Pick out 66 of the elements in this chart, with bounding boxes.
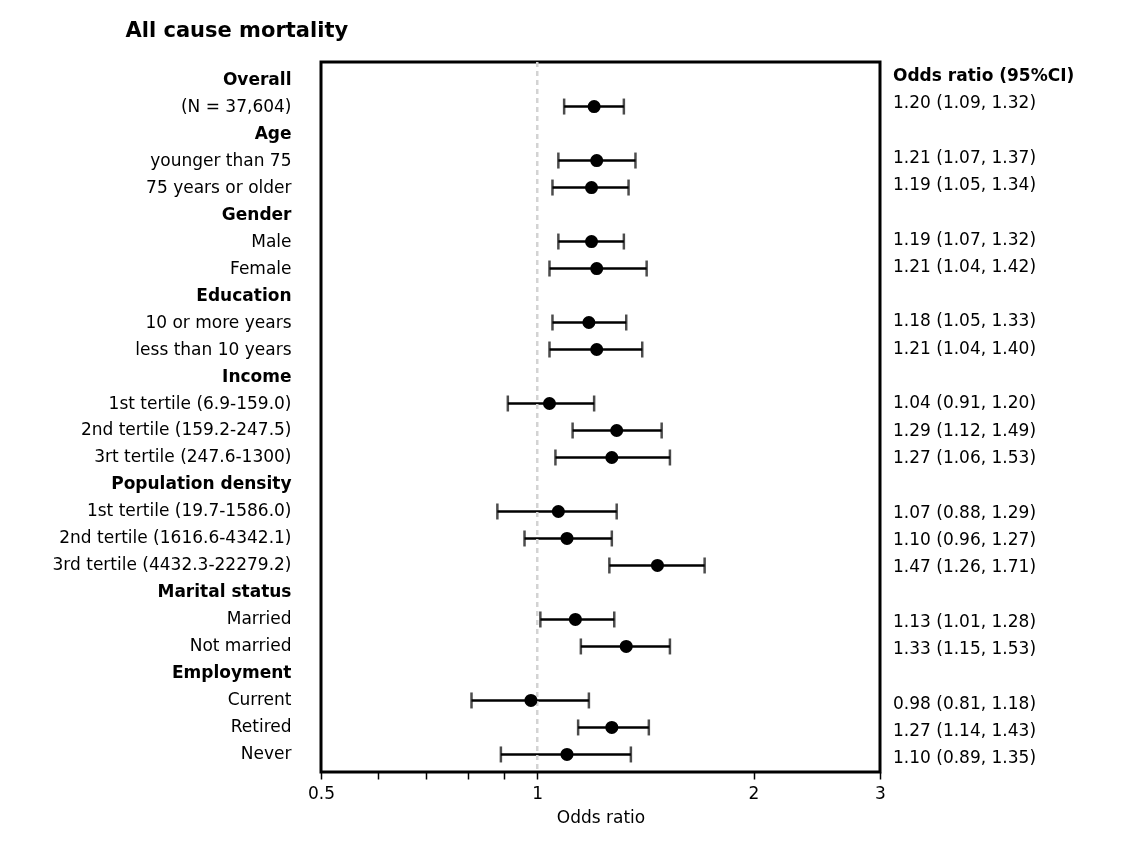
point [590,154,604,168]
point [605,450,619,464]
data-label: 1.21 (1.04, 1.42) [893,255,1037,276]
point [560,747,574,761]
data-label: 0.98 (0.81, 1.18) [893,692,1037,713]
data-label: 1.13 (1.01, 1.28) [893,610,1037,631]
y-tick-label: 1st tertile (6.9-159.0) [108,392,292,413]
y-tick-label: 3rd tertile (4432.3-22279.2) [52,554,292,575]
y-tick-label: Never [240,743,292,764]
point [590,343,604,357]
data-label: 1.18 (1.05, 1.33) [893,310,1037,331]
data-label: 1.47 (1.26, 1.71) [893,556,1037,577]
point [568,612,582,626]
y-tick-label: Married [226,608,292,629]
y-tick-label: (N = 37,604) [180,95,292,116]
point [551,504,565,518]
data-label: 1.10 (0.89, 1.35) [893,747,1037,768]
y-tick-label: Male [251,230,292,251]
y-tick-label: younger than 75 [150,149,292,170]
point [542,397,557,411]
point [587,100,601,114]
x-tick-label: 2 [748,782,760,803]
y-tick-label: Retired [230,716,292,737]
point [582,316,596,330]
data-label: 1.19 (1.07, 1.32) [893,228,1037,249]
y-tick-label: Gender [221,203,293,224]
data-label: 1.07 (0.88, 1.29) [893,501,1037,522]
data-label: 1.27 (1.14, 1.43) [893,720,1037,741]
data-label: 1.27 (1.06, 1.53) [893,446,1037,467]
data-label: 1.19 (1.05, 1.34) [893,173,1037,194]
y-tick-label: Income [222,365,292,386]
y-tick-label: Not married [189,635,292,656]
y-tick-label: 2nd tertile (1616.6-4342.1) [59,527,292,548]
y-tick-label: 1st tertile (19.7-1586.0) [86,500,292,521]
y-tick-label: 10 or more years [145,311,292,332]
point [610,423,624,437]
y-tick-label: 3rt tertile (247.6-1300) [94,446,292,467]
data-label: 1.04 (0.91, 1.20) [893,392,1037,413]
y-tick-label: Age [254,122,292,143]
data-label: 1.21 (1.04, 1.40) [893,337,1037,358]
y-tick-label: Population density [111,473,292,494]
y-tick-label: Overall [222,68,292,89]
point [590,262,604,276]
x-tick-label: 0.5 [307,782,336,803]
data-label: 1.33 (1.15, 1.53) [893,638,1037,659]
point [605,720,619,734]
data-label: 1.21 (1.07, 1.37) [893,146,1037,167]
data-label: 1.20 (1.09, 1.32) [893,91,1037,112]
y-tick-label: Current [227,689,292,710]
text: Odds ratio (95%CI) [893,64,1075,85]
y-tick-label: Employment [171,662,292,683]
data-label: 1.10 (0.96, 1.27) [893,528,1037,549]
x-axis-title: Odds ratio [556,806,646,827]
x-tick-label: 1 [532,782,544,803]
data-label: 1.29 (1.12, 1.49) [893,419,1037,440]
x-tick-label: 3 [875,782,886,803]
y-tick-label: less than 10 years [135,338,292,359]
point [560,531,574,545]
point [585,181,599,195]
y-tick-label: 75 years or older [146,176,292,197]
y-tick-label: 2nd tertile (159.2-247.5) [80,419,292,440]
point [585,235,599,249]
y-tick-label: Female [230,257,292,278]
chart-title: All cause mortality [125,18,349,43]
y-tick-label: Marital status [157,581,292,602]
y-tick-label: Education [196,284,292,305]
